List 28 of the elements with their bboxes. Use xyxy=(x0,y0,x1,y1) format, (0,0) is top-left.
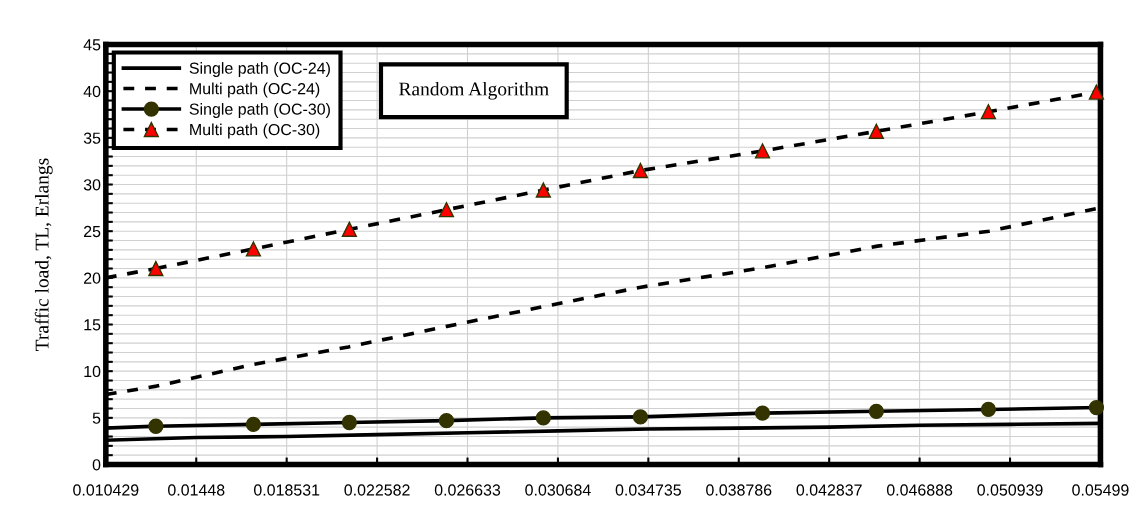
y-tick-label: 40 xyxy=(83,85,101,98)
x-tick-label: 0.030684 xyxy=(525,484,591,496)
y-tick-label: 15 xyxy=(84,319,101,331)
y-tick-label: 10 xyxy=(84,365,101,378)
legend-label: Single path (OC-24) xyxy=(189,62,330,77)
x-tick-label: 0.042837 xyxy=(796,484,862,496)
y-tick-label: 30 xyxy=(83,179,101,191)
legend-label: Multi path (OC-24) xyxy=(190,82,320,98)
x-tick-label: 0.05499 xyxy=(1072,484,1129,496)
x-tick-label: 0.038786 xyxy=(706,484,772,496)
legend-label: Multi path (OC-30) xyxy=(190,123,320,139)
annotation: Random Algorithm xyxy=(399,81,549,100)
y-axis-title: Traffic load, TL, Erlangs xyxy=(34,158,53,351)
x-tick-label: 0.026633 xyxy=(434,484,501,496)
x-tick-label: 0.01448 xyxy=(168,484,225,496)
y-tick-label: 0 xyxy=(92,459,101,471)
x-tick-label: 0.046888 xyxy=(886,484,953,496)
x-tick-label: 0.034735 xyxy=(615,484,681,496)
x-tick-label: 0.018531 xyxy=(253,484,320,496)
y-tick-label: 35 xyxy=(83,132,101,144)
legend-label: Single path (OC-30) xyxy=(189,103,330,118)
y-tick-label: 5 xyxy=(92,412,101,424)
y-tick-label: 45 xyxy=(83,39,101,51)
x-tick-label: 0.010429 xyxy=(73,484,139,496)
y-tick-label: 20 xyxy=(84,272,101,284)
x-tick-label: 0.050939 xyxy=(977,484,1043,496)
y-tick-label: 25 xyxy=(84,225,101,238)
x-tick-label: 0.022582 xyxy=(344,484,410,496)
